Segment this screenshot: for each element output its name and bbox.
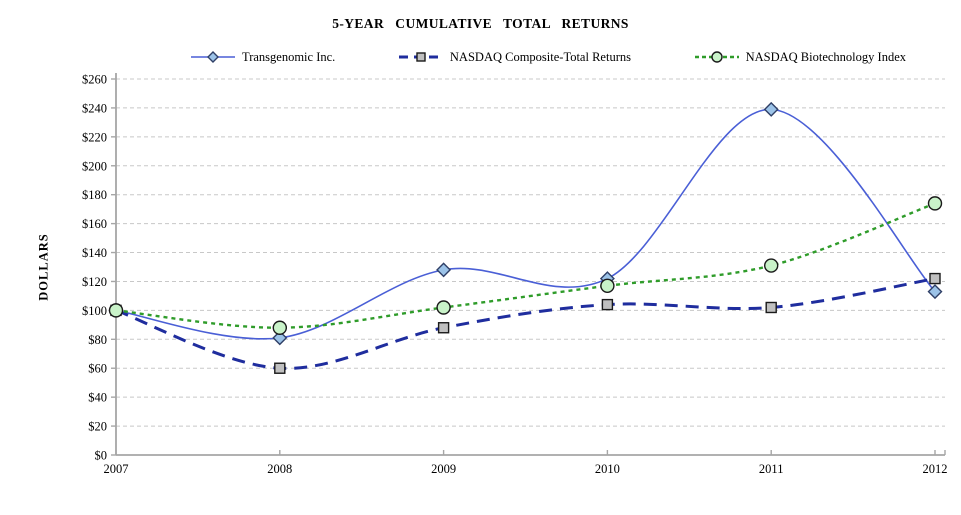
y-tick-label: $100 <box>82 304 107 318</box>
y-tick-label: $120 <box>82 275 107 289</box>
legend-item-1: NASDAQ Composite-Total Returns <box>398 49 631 65</box>
series-markers-2 <box>108 196 943 335</box>
x-tick-label: 2012 <box>923 462 948 476</box>
x-tick-label: 2009 <box>431 462 456 476</box>
y-tick-label: $220 <box>82 130 107 144</box>
legend-item-2: NASDAQ Biotechnology Index <box>694 49 906 65</box>
data-point-s1-2011 <box>765 301 777 314</box>
x-tick-label: 2008 <box>267 462 292 476</box>
legend-sample-2 <box>694 51 739 63</box>
gridlines <box>116 78 945 427</box>
data-point-s0-2011 <box>763 101 779 117</box>
data-point-s1-2008 <box>274 362 286 374</box>
x-tick-label: 2007 <box>104 462 129 476</box>
legend-label-2: NASDAQ Biotechnology Index <box>745 49 906 64</box>
data-point-s0-2009 <box>436 262 452 278</box>
data-point-s0-2012 <box>927 284 943 300</box>
x-tick-label: 2011 <box>759 462 784 476</box>
y-tick-label: $80 <box>88 333 107 347</box>
data-point-s2-2012 <box>927 196 943 211</box>
chart-title: 5-YEAR CUMULATIVE TOTAL RETURNS <box>332 16 629 31</box>
data-point-s2-2011 <box>764 258 779 273</box>
legend-marker-circle <box>710 51 723 63</box>
y-tick-label: $140 <box>82 246 107 260</box>
series-line-2 <box>115 202 936 329</box>
series-line-0 <box>115 108 936 340</box>
data-point-s2-2009 <box>436 300 451 315</box>
legend-marker-diamond <box>207 51 219 63</box>
legend-sample-0 <box>191 51 235 63</box>
data-point-s1-2009 <box>437 322 450 334</box>
y-tick-label: $160 <box>82 217 107 231</box>
x-tick-label: 2010 <box>595 462 620 476</box>
y-tick-label: $260 <box>82 73 107 87</box>
y-tick-label: $20 <box>88 420 107 434</box>
legend-marker-square <box>416 52 426 62</box>
data-point-s2-2008 <box>272 320 287 335</box>
y-tick-label: $60 <box>88 362 107 376</box>
y-tick-label: $240 <box>82 101 107 115</box>
data-point-s0-2008 <box>272 330 288 346</box>
y-tick-label: $180 <box>82 188 107 202</box>
data-point-s1-2012 <box>929 272 941 285</box>
y-tick-label: $0 <box>95 449 108 463</box>
legend-label-1: NASDAQ Composite-Total Returns <box>449 49 631 64</box>
y-tick-label: $200 <box>82 159 107 173</box>
series-line-1 <box>115 277 936 370</box>
axes <box>111 73 946 456</box>
legend-sample-1 <box>398 52 443 62</box>
tick-labels: $0 $20 $40 $60 $80 $100 $120 $140 $160 $180 $200 $2… <box>82 73 948 477</box>
chart-legend: Transgenomic Inc. NASDAQ Composite-Total … <box>190 48 906 66</box>
data-point-s2-2007 <box>108 303 124 318</box>
legend-item-0: Transgenomic Inc. <box>190 49 335 65</box>
data-point-s2-2010 <box>600 278 615 293</box>
data-point-s1-2010 <box>601 298 614 311</box>
y-tick-label: $40 <box>88 391 107 405</box>
legend-label-0: Transgenomic Inc. <box>242 49 336 64</box>
